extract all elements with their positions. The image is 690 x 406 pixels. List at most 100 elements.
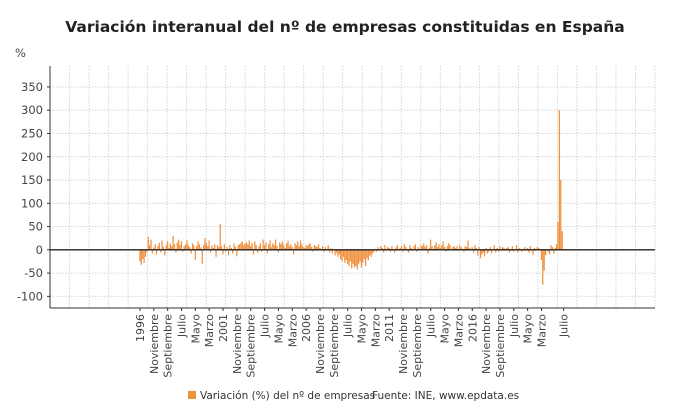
bar: [399, 247, 401, 250]
bar: [161, 240, 163, 250]
bar: [190, 249, 192, 254]
bar: [511, 246, 513, 250]
bar: [265, 242, 267, 250]
bar: [245, 242, 248, 250]
bar: [508, 249, 511, 253]
bar: [409, 245, 411, 250]
y-tick-label: 350: [21, 80, 43, 94]
bar: [454, 247, 457, 250]
bar: [247, 244, 249, 250]
x-tick-label: Septiembre: [411, 314, 424, 378]
bar: [236, 249, 238, 257]
bar: [251, 242, 253, 250]
bar: [215, 249, 217, 257]
bar: [306, 246, 309, 250]
y-tick-label: -50: [24, 266, 43, 280]
bar: [227, 249, 230, 256]
bar: [193, 245, 195, 250]
bar: [464, 246, 466, 250]
bar: [356, 249, 358, 270]
bar: [446, 246, 448, 250]
bar: [532, 249, 534, 255]
bar: [524, 247, 526, 250]
bar: [341, 249, 343, 262]
bar: [449, 245, 451, 250]
bar: [280, 244, 282, 250]
bar: [369, 249, 371, 256]
bar: [201, 249, 203, 264]
bar: [319, 247, 321, 250]
bar: [324, 247, 327, 250]
bar: [291, 247, 293, 250]
x-tick-label: Mayo: [189, 314, 202, 344]
bar: [169, 243, 171, 250]
bar: [330, 247, 332, 250]
x-tick-label: Noviembre: [314, 314, 327, 374]
bar: [456, 246, 458, 250]
x-tick-label: Marzo: [452, 314, 465, 348]
bar: [402, 249, 404, 252]
bar: [143, 249, 145, 263]
bar: [502, 247, 504, 250]
bar: [338, 249, 340, 255]
bar: [486, 249, 489, 254]
bar: [153, 247, 155, 250]
bar: [377, 247, 379, 250]
bar: [176, 242, 178, 250]
bar: [308, 244, 310, 250]
bar: [327, 245, 329, 250]
bar: [294, 243, 296, 250]
bar: [362, 249, 364, 263]
bar: [162, 247, 165, 250]
x-tick-label: Marzo: [369, 314, 382, 348]
x-tick-label: 2016: [466, 314, 479, 342]
bar: [370, 249, 372, 257]
bar: [220, 246, 223, 250]
bar: [400, 246, 403, 250]
bar: [349, 249, 351, 262]
bar: [243, 245, 245, 250]
bar: [175, 249, 177, 253]
bar: [287, 240, 289, 250]
bar: [371, 249, 374, 254]
bar: [298, 246, 300, 250]
bar: [560, 180, 562, 250]
bar: [489, 247, 491, 250]
bar: [488, 249, 490, 252]
x-tick-label: Julio: [558, 314, 571, 338]
y-tick-label: 50: [28, 220, 43, 234]
x-tick-label: Julio: [425, 314, 438, 338]
bar: [208, 240, 210, 250]
bar: [184, 244, 187, 250]
bar: [443, 247, 446, 250]
bar: [421, 246, 423, 250]
bar: [198, 244, 201, 250]
bar: [434, 245, 436, 250]
bar: [283, 245, 285, 250]
bar: [513, 249, 515, 252]
bar: [189, 247, 191, 250]
bar: [405, 247, 407, 250]
bar: [155, 249, 158, 255]
bar: [557, 221, 559, 250]
bar: [551, 247, 554, 250]
bar: [395, 247, 397, 250]
x-tick-label: Noviembre: [397, 314, 410, 374]
bars: [139, 110, 563, 285]
bar: [196, 246, 198, 250]
bar: [256, 249, 259, 253]
bar: [273, 245, 275, 250]
bar: [140, 249, 142, 265]
bar: [207, 246, 209, 250]
bar: [503, 247, 505, 250]
bar: [232, 249, 234, 254]
bar: [417, 247, 419, 250]
bar: [543, 249, 545, 271]
bar: [292, 249, 295, 255]
bar: [416, 249, 418, 252]
bar: [244, 243, 246, 250]
bar: [352, 249, 354, 264]
bar: [186, 240, 188, 250]
bar: [234, 247, 237, 250]
